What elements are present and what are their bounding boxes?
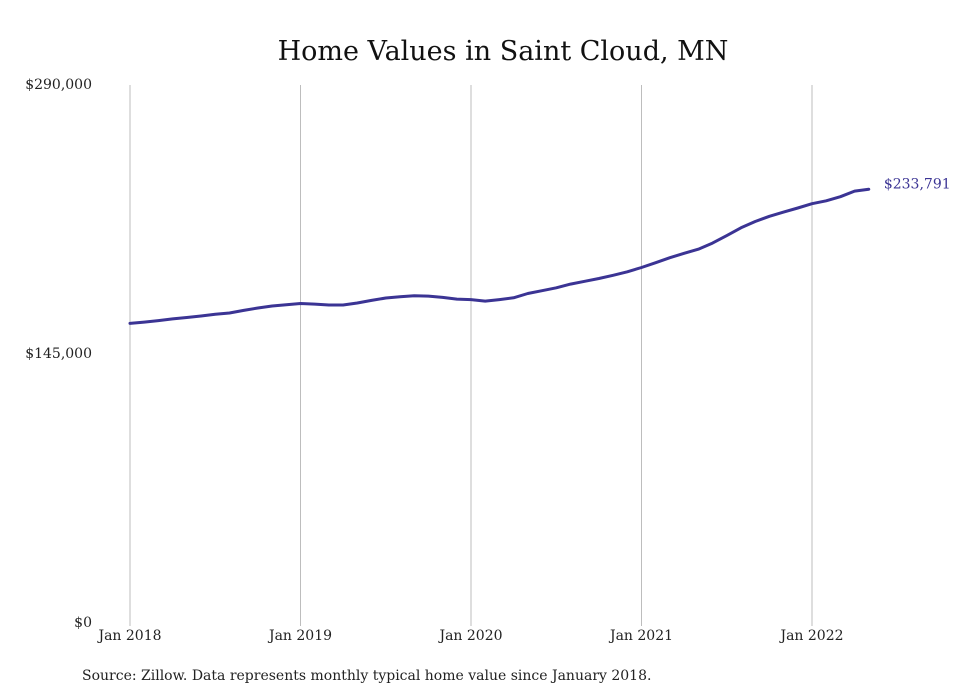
x-tick-label: Jan 2018: [96, 628, 161, 644]
source-note: Source: Zillow. Data represents monthly …: [82, 668, 652, 684]
x-tick-label: Jan 2020: [437, 628, 502, 644]
end-value-label: $233,791: [884, 176, 951, 192]
y-axis-ticks: $290,000 $145,000 $0: [25, 77, 92, 631]
chart-title: Home Values in Saint Cloud, MN: [278, 36, 729, 67]
series-layer: $233,791: [128, 176, 951, 325]
y-tick-label: $145,000: [25, 346, 92, 362]
x-tick-label: Jan 2019: [267, 628, 332, 644]
y-tick-label: $290,000: [25, 77, 92, 93]
series-line: [128, 187, 871, 325]
gridlines: [129, 85, 813, 626]
x-tick-label: Jan 2021: [608, 628, 673, 644]
y-tick-label: $0: [74, 615, 92, 631]
x-axis-ticks: Jan 2018 Jan 2019 Jan 2020 Jan 2021 Jan 2022: [96, 628, 843, 644]
x-tick-label: Jan 2022: [778, 628, 843, 644]
